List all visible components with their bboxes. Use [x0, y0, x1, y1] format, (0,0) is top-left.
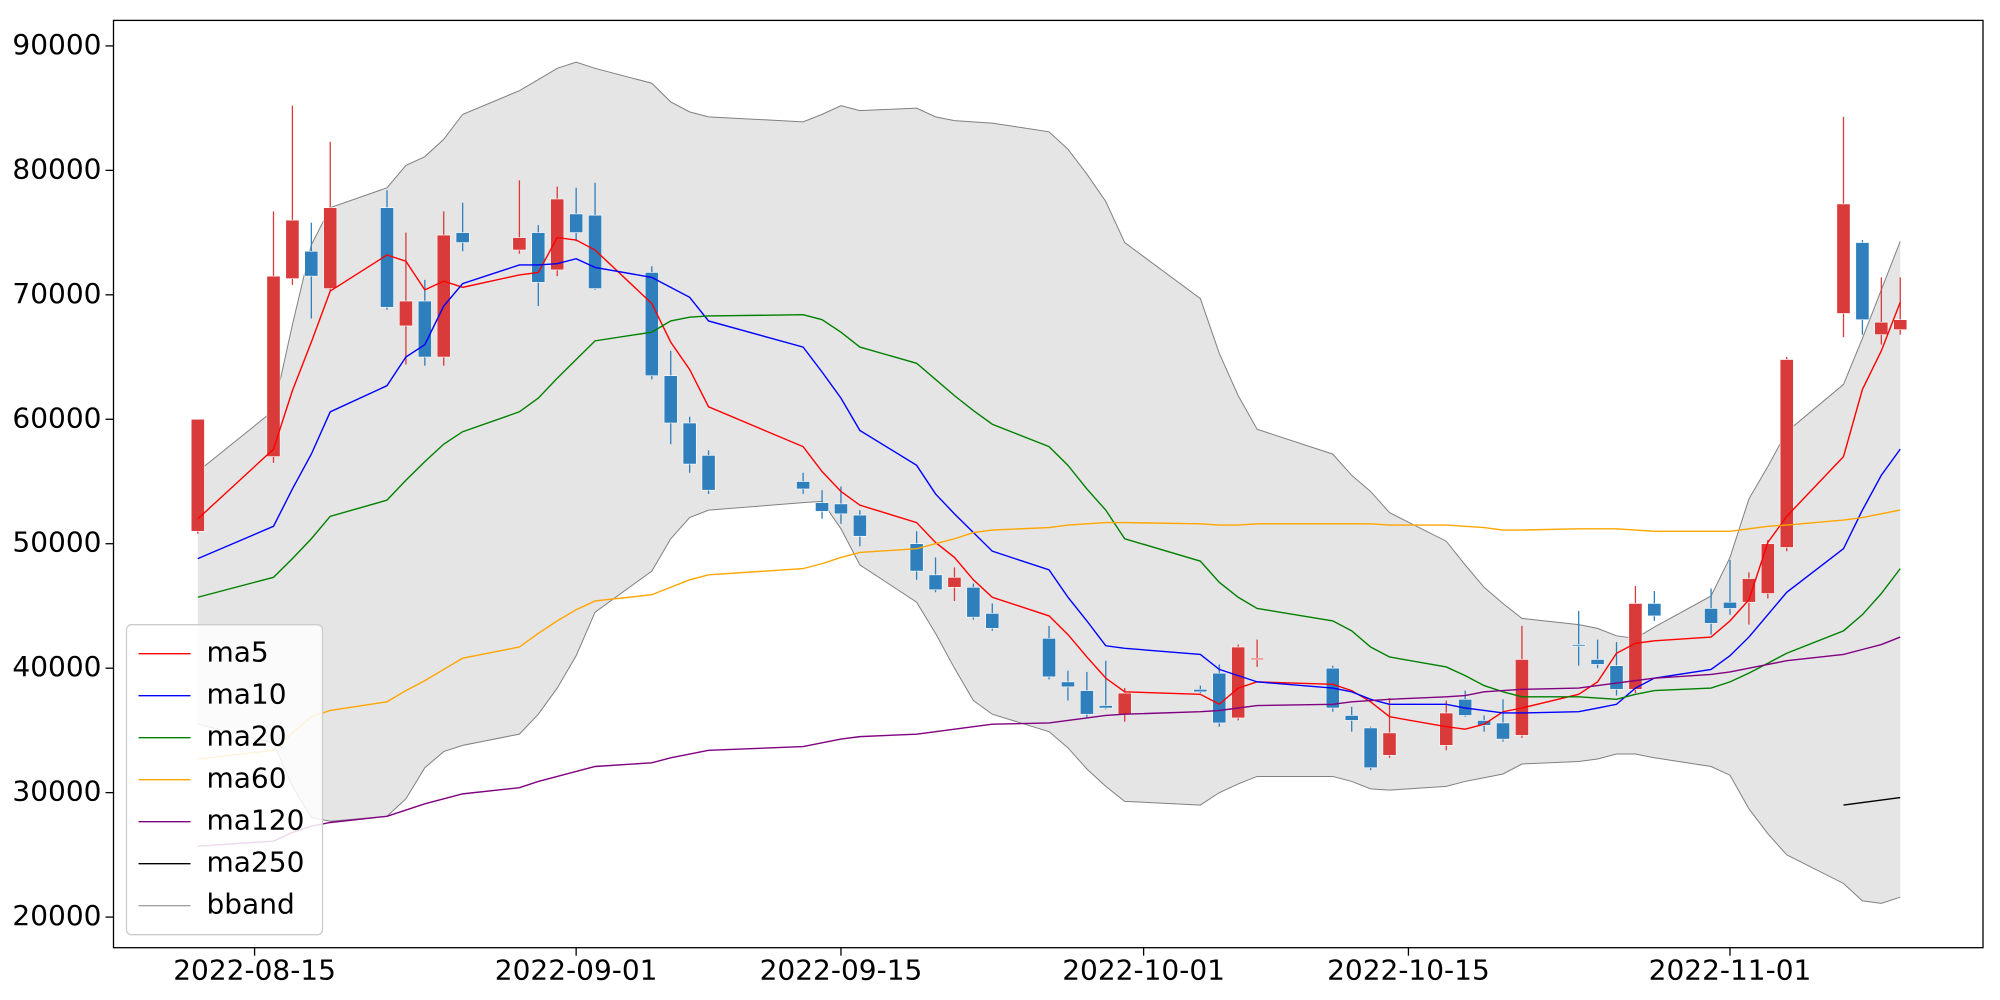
candle-body [1760, 543, 1775, 594]
candle-body [966, 586, 981, 618]
x-tick-label: 2022-10-15 [1327, 954, 1490, 987]
candle-body [1874, 321, 1889, 335]
candle-body [1723, 601, 1737, 609]
legend-label: ma60 [207, 762, 287, 795]
x-tick-label: 2022-09-01 [495, 954, 658, 987]
candle-body [1363, 727, 1378, 769]
candle-body [436, 234, 451, 358]
candle-body [417, 300, 432, 358]
candle-body [985, 613, 1000, 629]
x-tick-label: 2022-09-15 [760, 954, 923, 987]
candle-body [909, 543, 924, 572]
legend-box [125, 624, 324, 936]
candle-body [569, 213, 584, 233]
candle-body [1193, 689, 1208, 693]
legend-label: ma5 [207, 636, 269, 669]
candle-body [550, 198, 565, 271]
candle-body [852, 514, 867, 537]
candle-body [1344, 715, 1359, 721]
y-tick-label: 90000 [12, 28, 101, 61]
candle-body [1571, 644, 1586, 647]
candle-body [928, 574, 943, 591]
candle-body [304, 250, 319, 277]
candle-body [1477, 720, 1492, 726]
candle-body [1231, 646, 1246, 719]
candle-body [1609, 665, 1624, 690]
ma-line [197, 236, 1901, 730]
candle-body [1741, 578, 1756, 603]
ma-line [197, 314, 1901, 700]
candle-body [1855, 242, 1870, 321]
y-tick-label: 70000 [12, 277, 101, 310]
candle-body [190, 418, 205, 532]
candle-body [323, 207, 338, 289]
plot-frame [112, 19, 1984, 949]
y-tick-label: 30000 [12, 775, 101, 808]
candle-body [1042, 638, 1056, 678]
candle-body [1061, 681, 1075, 688]
candle-body [266, 275, 281, 457]
candle-body [1212, 672, 1227, 724]
candle-body [663, 375, 678, 424]
y-tick-label: 60000 [12, 401, 101, 434]
ma-line [197, 257, 1901, 714]
candle-body [815, 502, 829, 512]
candle-body [531, 232, 546, 283]
ma-line [1843, 796, 1901, 806]
candle-body [1836, 203, 1851, 314]
x-tick-label: 2022-08-15 [173, 954, 336, 987]
legend: ma5 ma10 ma20 ma60 ma120 ma250 bband [125, 624, 324, 936]
candle-body [1439, 712, 1454, 746]
ma-line [197, 636, 1901, 847]
candle-body [1250, 657, 1265, 661]
legend-label: bband [207, 888, 295, 921]
candle-body [1893, 319, 1908, 330]
candle-body [701, 455, 716, 491]
legend-label: ma10 [207, 678, 287, 711]
y-tick-label: 50000 [12, 526, 101, 559]
bband-lower [197, 500, 1901, 904]
y-tick-label: 80000 [12, 152, 101, 185]
candle-body [796, 481, 811, 490]
candle-body [947, 577, 962, 588]
candle-body [588, 214, 602, 289]
candle-body [512, 237, 527, 251]
legend-label: ma120 [207, 804, 305, 837]
x-tick-label: 2022-10-01 [1062, 954, 1225, 987]
candle-body [1382, 732, 1397, 756]
candle-body [1079, 690, 1094, 715]
candle-body [834, 503, 848, 515]
candle-body [1117, 692, 1132, 715]
candle-body [1647, 603, 1662, 617]
x-tick-label: 2022-11-01 [1649, 954, 1812, 987]
candle-body [1704, 608, 1719, 624]
candle-body [1590, 659, 1605, 665]
candle-body [455, 232, 470, 243]
legend-label: ma20 [207, 720, 287, 753]
candle-body [1098, 705, 1113, 709]
candle-body [398, 300, 413, 327]
y-tick-label: 20000 [12, 899, 101, 932]
bband-area [197, 62, 1901, 904]
candle-body [644, 272, 659, 377]
candle-body [1779, 359, 1794, 548]
candle-body [682, 422, 697, 465]
candle-body [1496, 722, 1510, 740]
y-tick-label: 40000 [12, 650, 101, 683]
candle-body [285, 219, 300, 279]
legend-label: ma250 [207, 846, 305, 879]
ma-line [197, 509, 1901, 760]
